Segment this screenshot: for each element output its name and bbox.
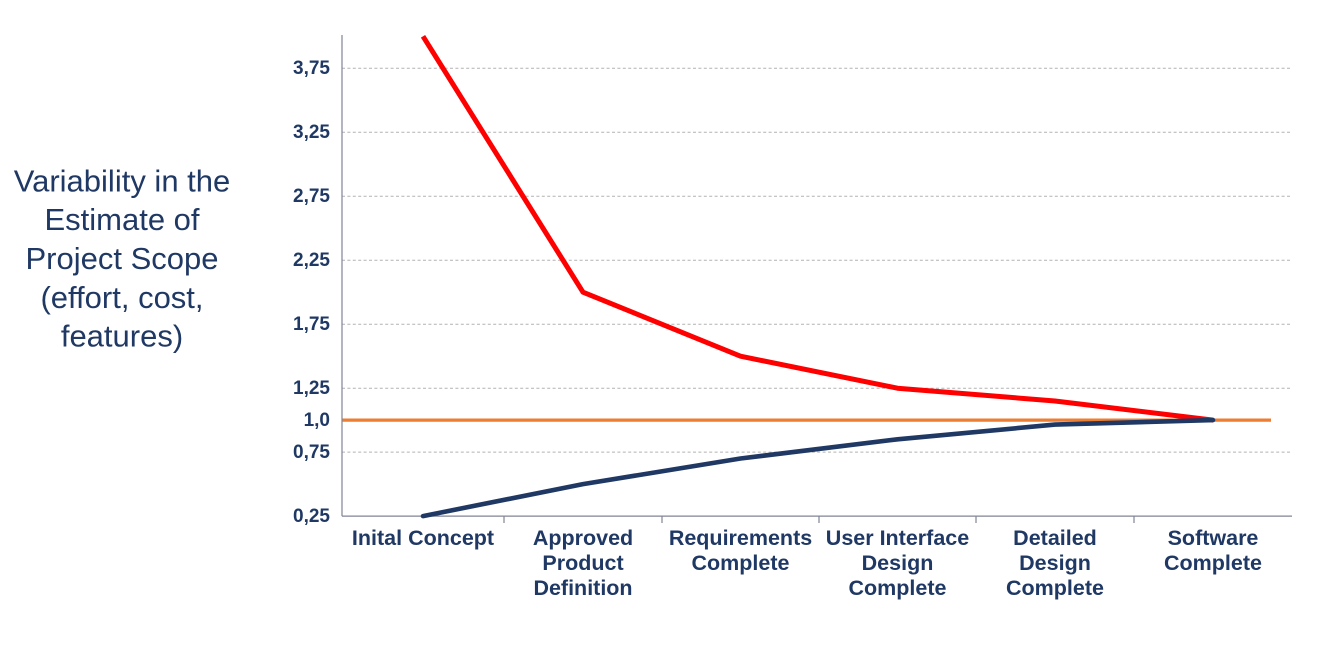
svg-text:features): features) [61,319,183,354]
svg-text:Estimate of: Estimate of [44,202,199,237]
svg-text:Design: Design [1019,551,1091,575]
svg-text:User Interface: User Interface [826,526,969,550]
svg-text:Definition: Definition [533,576,632,600]
svg-text:Detailed: Detailed [1013,526,1097,550]
svg-text:0,25: 0,25 [293,506,330,527]
svg-text:1,0: 1,0 [304,410,330,431]
svg-text:1,75: 1,75 [293,314,330,335]
svg-text:Complete: Complete [1006,576,1104,600]
svg-text:(effort, cost,: (effort, cost, [40,280,203,315]
svg-text:Variability in the: Variability in the [14,163,231,198]
svg-text:0,75: 0,75 [293,442,330,463]
svg-text:Software: Software [1168,526,1259,550]
svg-text:Design: Design [862,551,934,575]
svg-text:Project Scope: Project Scope [26,241,219,276]
svg-text:Complete: Complete [849,576,947,600]
svg-text:2,75: 2,75 [293,186,330,207]
svg-text:Approved: Approved [533,526,633,550]
svg-text:3,75: 3,75 [293,58,330,79]
svg-text:3,25: 3,25 [293,122,330,143]
svg-text:Complete: Complete [692,551,790,575]
svg-text:1,25: 1,25 [293,378,330,399]
svg-text:Inital Concept: Inital Concept [352,526,494,550]
svg-text:2,25: 2,25 [293,250,330,271]
svg-text:Requirements: Requirements [669,526,812,550]
svg-text:Complete: Complete [1164,551,1262,575]
svg-text:Product: Product [542,551,623,575]
